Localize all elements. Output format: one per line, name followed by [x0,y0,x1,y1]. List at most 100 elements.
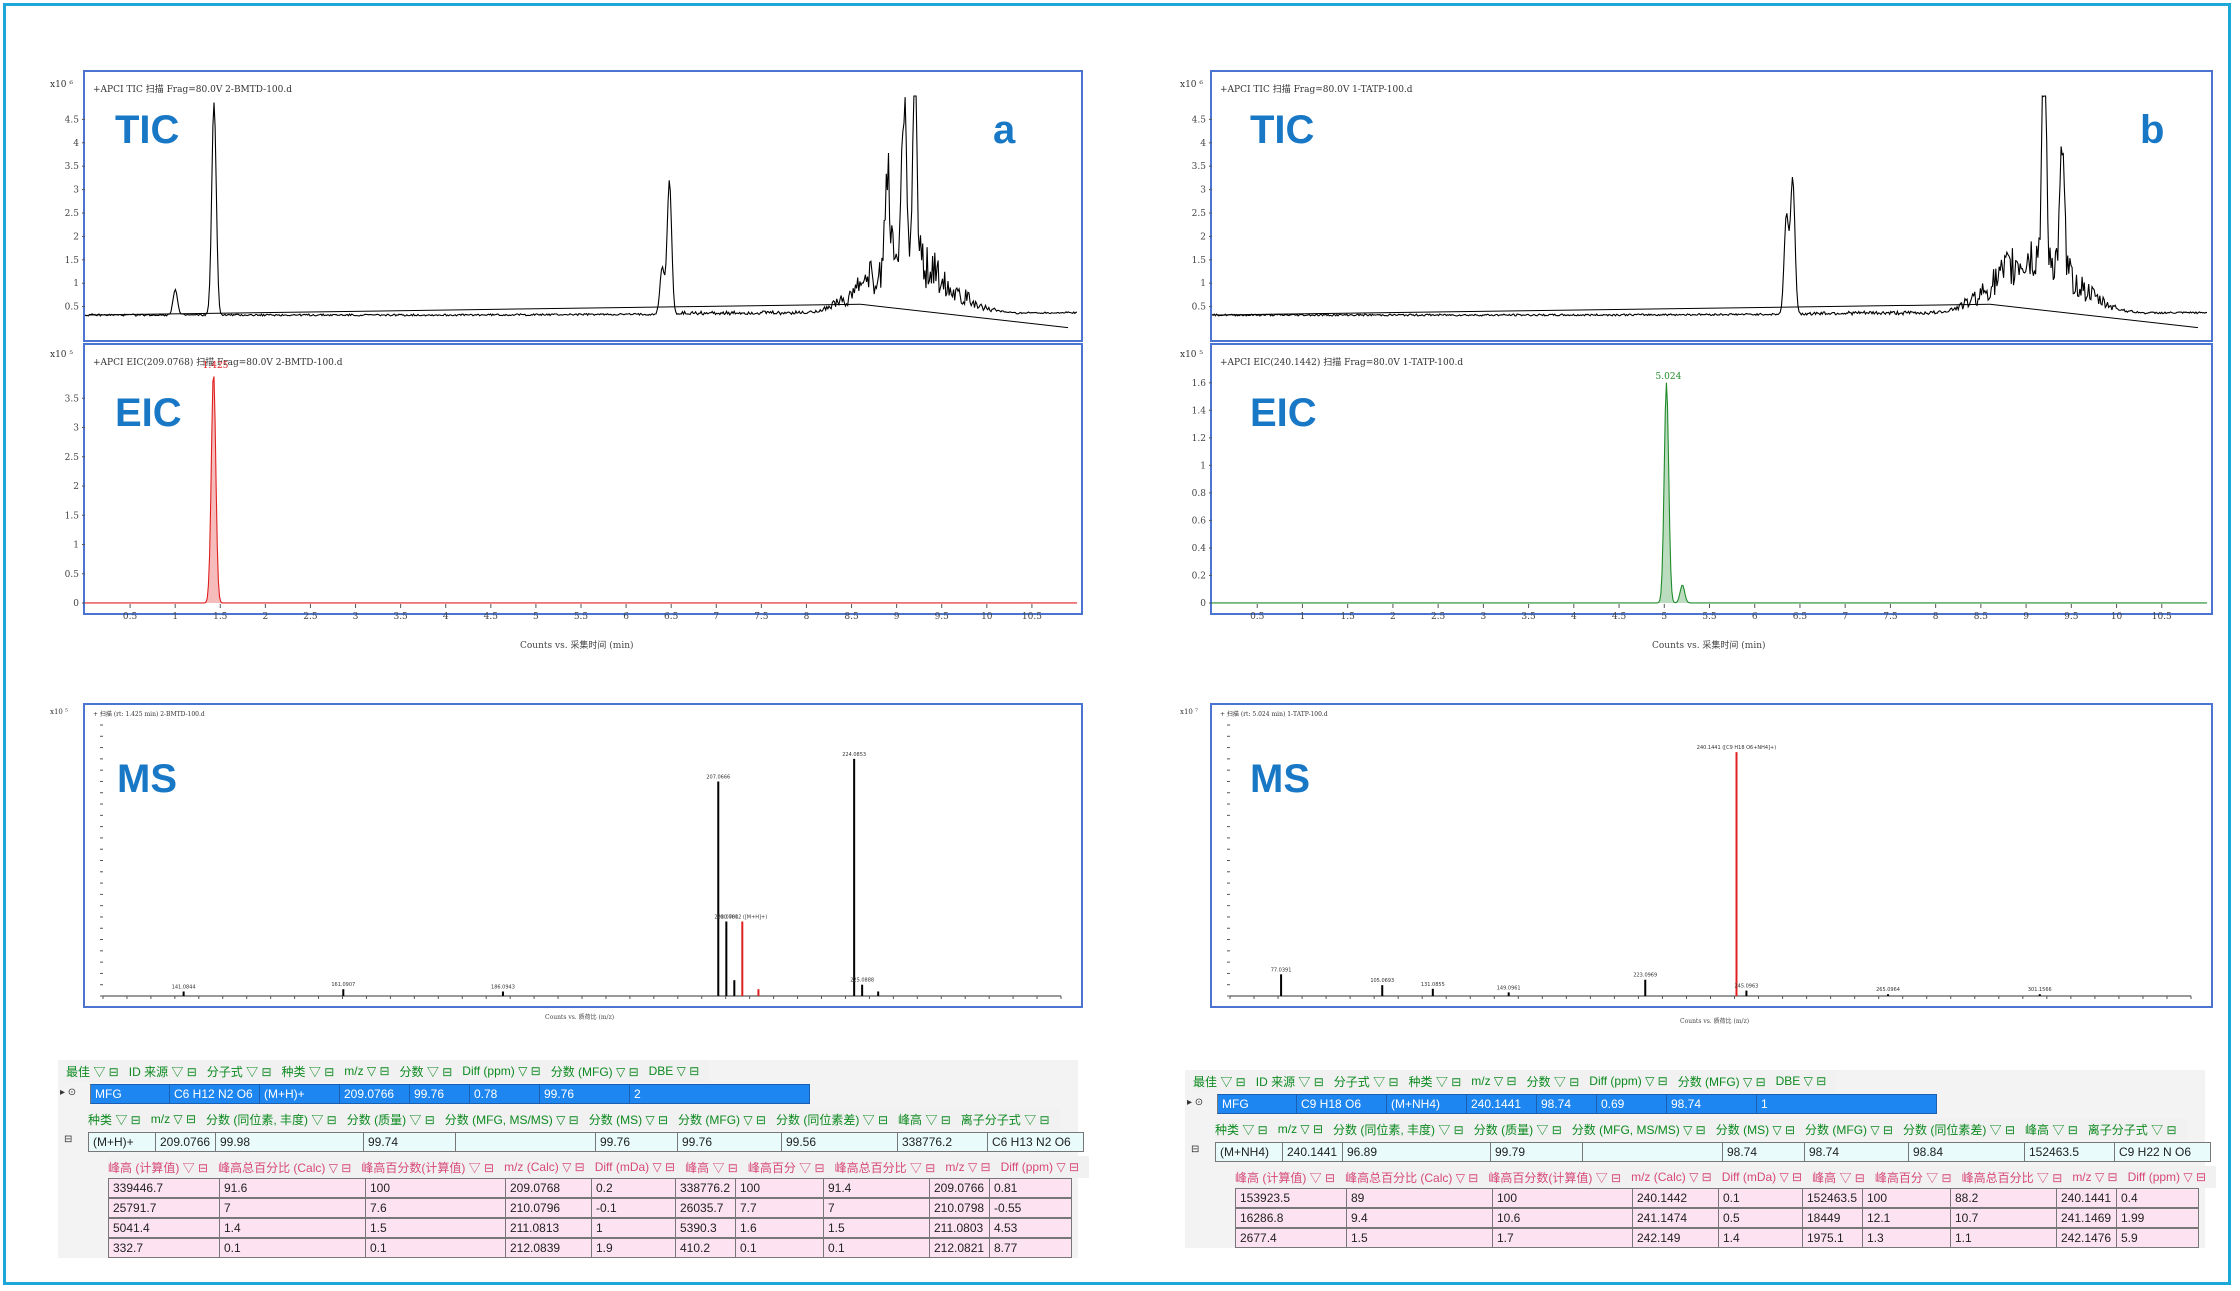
y-tick-label: 2.5 [65,209,80,219]
column-header[interactable]: 峰高 ▽ ⊟ [685,1160,738,1175]
column-header[interactable]: 种类 ▽ ⊟ [88,1112,141,1127]
ms-peak-label: 208.0700 [714,914,738,920]
table-cell: 0.1 [366,1238,506,1258]
column-header[interactable]: 最佳 ▽ ⊟ [66,1064,119,1079]
column-header[interactable]: 分数 ▽ ⊟ [399,1064,453,1079]
column-header[interactable]: Diff (ppm) ▽ ⊟ [462,1064,541,1078]
table-cell: 209.0768 [506,1178,592,1198]
column-header[interactable]: 峰高百分数(计算值) ▽ ⊟ [361,1160,495,1175]
column-header[interactable]: Diff (ppm) ▽ ⊟ [2127,1170,2206,1184]
column-header[interactable]: Diff (mDa) ▽ ⊟ [594,1160,676,1174]
column-header[interactable]: 分子式 ▽ ⊟ [206,1064,272,1079]
column-header[interactable]: 分数 (MFG) ▽ ⊟ [1677,1074,1766,1089]
column-header[interactable]: 分数 (质量) ▽ ⊟ [346,1112,435,1127]
mfg-row[interactable]: MFG C6 H12 N2 O6 (M+H)+ 209.0766 99.76 0.78 99… [90,1084,810,1104]
species-row[interactable]: (M+H)+ 209.0766 99.98 99.74 99.76 99.76 99.56 3… [88,1132,1084,1152]
column-header[interactable]: Diff (ppm) ▽ ⊟ [1000,1160,1079,1174]
column-header[interactable]: m/z ▽ ⊟ [344,1064,390,1078]
column-header[interactable]: DBE ▽ ⊟ [648,1064,700,1078]
column-header[interactable]: 离子分子式 ▽ ⊟ [960,1112,1050,1127]
column-header[interactable]: m/z (Calc) ▽ ⊟ [504,1160,585,1174]
column-header[interactable]: 分数 (MS) ▽ ⊟ [588,1112,669,1127]
column-header[interactable]: m/z ▽ ⊟ [150,1112,197,1126]
table-cell: 9.4 [1347,1208,1493,1228]
column-header[interactable]: 峰高 ▽ ⊟ [2025,1122,2078,1137]
column-header[interactable]: 峰高百分 ▽ ⊟ [1874,1170,1952,1185]
table-cell: 25791.7 [108,1198,220,1218]
column-header[interactable]: 峰高总百分比 (Calc) ▽ ⊟ [1345,1170,1479,1185]
column-header[interactable]: m/z ▽ ⊟ [2072,1170,2118,1184]
column-header[interactable]: 分数 (MFG, MS/MS) ▽ ⊟ [444,1112,579,1127]
collapse-icon[interactable]: ⊟ [64,1134,73,1145]
isotope-row[interactable]: 332.7 0.1 0.1 212.0839 1.9 410.2 0.1 0.1 212.082… [108,1238,1072,1258]
table-cell: 0.1 [824,1238,930,1258]
y-tick-label: 0.5 [65,303,80,313]
isotope-row[interactable]: 153923.5 89 100 240.1442 0.1 152463.5 100 88.2 2… [1235,1188,2199,1208]
column-header[interactable]: 峰高总百分比 ▽ ⊟ [1961,1170,2063,1185]
column-header[interactable]: 分子式 ▽ ⊟ [1333,1074,1399,1089]
isotope-row[interactable]: 339446.7 91.6 100 209.0768 0.2 338776.2 100 91.… [108,1178,1072,1198]
column-header[interactable]: Diff (ppm) ▽ ⊟ [1589,1074,1668,1088]
tic-label-b: TIC [1250,108,1315,152]
x-tick-label: 0.5 [123,612,138,622]
ms-peak-label: 301.1566 [2028,987,2052,993]
expand-icon[interactable]: ▸ ⊙ [1187,1097,1204,1108]
tic-panel-a: +APCI TIC 扫描 Frag=80.0V 2-BMTD-100.d TIC… [65,70,1083,342]
column-header[interactable]: 峰高百分数(计算值) ▽ ⊟ [1488,1170,1622,1185]
column-header[interactable]: m/z ▽ ⊟ [1471,1074,1517,1088]
isotope-row[interactable]: 2677.4 1.5 1.7 242.149 1.4 1975.1 1.3 1.1 242.14… [1235,1228,2199,1248]
x-tick-label: 10.5 [1022,612,1042,622]
peak-rt-label: 1.425 [203,361,229,371]
table-cell: 1 [1757,1094,1937,1114]
column-header[interactable]: ID 来源 ▽ ⊟ [1255,1074,1324,1089]
table-cell: MFG [1217,1094,1297,1114]
x-tick-label: 3 [1480,612,1486,622]
column-header[interactable]: 峰高总百分比 ▽ ⊟ [834,1160,936,1175]
table-cell: 338776.2 [676,1178,736,1198]
column-header[interactable]: 分数 (同位素差) ▽ ⊟ [1902,1122,2016,1137]
table-cell: 1.5 [824,1218,930,1238]
species-row[interactable]: (M+NH4) 240.1441 96.89 99.79 98.74 98.74 98.84… [1215,1142,2211,1162]
column-header[interactable]: 分数 (MFG) ▽ ⊟ [1805,1122,1893,1137]
column-header[interactable]: Diff (mDa) ▽ ⊟ [1721,1170,1803,1184]
column-header[interactable]: m/z ▽ ⊟ [1277,1122,1324,1136]
column-header[interactable]: DBE ▽ ⊟ [1775,1074,1827,1088]
column-header[interactable]: 峰高总百分比 (Calc) ▽ ⊟ [218,1160,352,1175]
table-cell: 7.7 [736,1198,824,1218]
column-header[interactable]: 峰高 ▽ ⊟ [898,1112,951,1127]
y-tick-label: 0 [1200,599,1206,609]
column-header[interactable]: 分数 (MFG) ▽ ⊟ [550,1064,639,1079]
column-header[interactable]: 种类 ▽ ⊟ [1408,1074,1462,1089]
table-cell: 5041.4 [108,1218,220,1238]
column-header[interactable]: 分数 (质量) ▽ ⊟ [1473,1122,1562,1137]
x-tick-label: 6 [1752,612,1758,622]
collapse-icon[interactable]: ⊟ [1191,1144,1200,1155]
column-header[interactable]: 分数 (同位素差) ▽ ⊟ [775,1112,889,1127]
column-header[interactable]: 种类 ▽ ⊟ [281,1064,335,1079]
isotope-row[interactable]: 5041.4 1.4 1.5 211.0813 1 5390.3 1.6 1.5 211.080… [108,1218,1072,1238]
table-cell: 98.74 [1723,1142,1805,1162]
column-header[interactable]: 分数 (同位素, 丰度) ▽ ⊟ [1333,1122,1464,1137]
column-header[interactable]: 分数 (MFG) ▽ ⊟ [678,1112,766,1127]
column-header[interactable]: 峰高 ▽ ⊟ [1812,1170,1865,1185]
column-header[interactable]: m/z ▽ ⊟ [945,1160,991,1174]
column-header[interactable]: 分数 (同位素, 丰度) ▽ ⊟ [206,1112,337,1127]
panel-letter-a: a [993,108,1016,152]
isotope-row[interactable]: 25791.7 7 7.6 210.0796 -0.1 26035.7 7.7 7 210.07… [108,1198,1072,1218]
table-cell: 241.1474 [1633,1208,1719,1228]
column-header[interactable]: 峰高 (计算值) ▽ ⊟ [1235,1170,1336,1185]
column-header[interactable]: 分数 ▽ ⊟ [1526,1074,1580,1089]
column-header[interactable]: m/z (Calc) ▽ ⊟ [1631,1170,1712,1184]
column-header[interactable]: 最佳 ▽ ⊟ [1193,1074,1246,1089]
column-header[interactable]: 离子分子式 ▽ ⊟ [2087,1122,2177,1137]
column-header[interactable]: 种类 ▽ ⊟ [1215,1122,1268,1137]
column-header[interactable]: 分数 (MS) ▽ ⊟ [1715,1122,1796,1137]
column-header[interactable]: 峰高 (计算值) ▽ ⊟ [108,1160,209,1175]
table-cell: C6 H13 N2 O6 [988,1132,1084,1152]
column-header[interactable]: ID 来源 ▽ ⊟ [128,1064,197,1079]
isotope-row[interactable]: 16286.8 9.4 10.6 241.1474 0.5 18449 12.1 10.7 24… [1235,1208,2199,1228]
mfg-row[interactable]: MFG C9 H18 O6 (M+NH4) 240.1441 98.74 0.69 98.7… [1217,1094,1937,1114]
expand-icon[interactable]: ▸ ⊙ [60,1087,77,1098]
column-header[interactable]: 分数 (MFG, MS/MS) ▽ ⊟ [1571,1122,1706,1137]
column-header[interactable]: 峰高百分 ▽ ⊟ [747,1160,825,1175]
